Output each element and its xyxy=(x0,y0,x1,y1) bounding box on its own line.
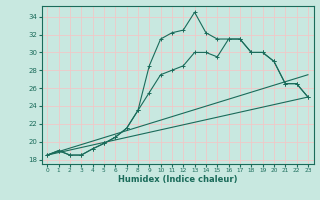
X-axis label: Humidex (Indice chaleur): Humidex (Indice chaleur) xyxy=(118,175,237,184)
